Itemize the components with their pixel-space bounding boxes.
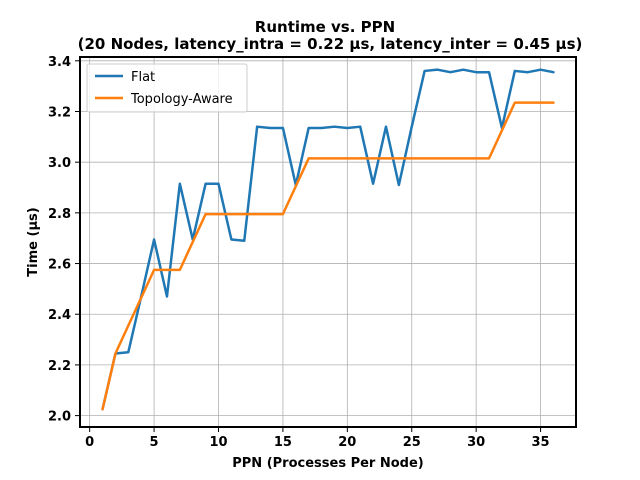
y-axis: 2.0 2.2 2.4 2.6 2.8 3.0 3.2 3.4 [48, 55, 80, 425]
y-tick-label: 2.6 [48, 258, 71, 273]
y-axis-label: Time (μs) [26, 207, 41, 276]
chart-title: Runtime vs. PPN [255, 18, 395, 36]
series-line-flat [101, 68, 555, 411]
x-tick-label: 15 [274, 435, 292, 450]
y-tick-label: 3.2 [48, 105, 71, 120]
y-tick-label: 2.8 [48, 207, 71, 222]
x-tick-label: 10 [209, 435, 227, 450]
y-tick-label: 3.0 [48, 156, 71, 171]
legend-label-topology-aware: Topology-Aware [130, 92, 233, 107]
x-tick-label: 25 [403, 435, 421, 450]
y-tick-label: 2.4 [48, 308, 71, 323]
plot-frame [79, 56, 577, 428]
x-axis: 0 5 10 15 20 25 30 35 [85, 427, 550, 450]
legend: Flat Topology-Aware [86, 63, 248, 113]
x-tick-label: 30 [467, 435, 485, 450]
legend-box [86, 63, 248, 113]
grid [80, 57, 576, 427]
y-tick-label: 2.0 [48, 410, 71, 425]
y-tick-label: 2.2 [48, 359, 71, 374]
y-tick-label: 3.4 [48, 55, 71, 70]
x-tick-label: 0 [85, 435, 94, 450]
x-tick-label: 35 [532, 435, 550, 450]
legend-label-flat: Flat [131, 70, 155, 85]
x-tick-label: 5 [150, 435, 159, 450]
x-tick-label: 20 [338, 435, 356, 450]
x-axis-label: PPN (Processes Per Node) [232, 456, 424, 471]
plot-lines [101, 68, 555, 411]
chart-subtitle: (20 Nodes, latency_intra = 0.22 μs, late… [78, 35, 583, 53]
series-line-topology-aware [101, 101, 555, 411]
